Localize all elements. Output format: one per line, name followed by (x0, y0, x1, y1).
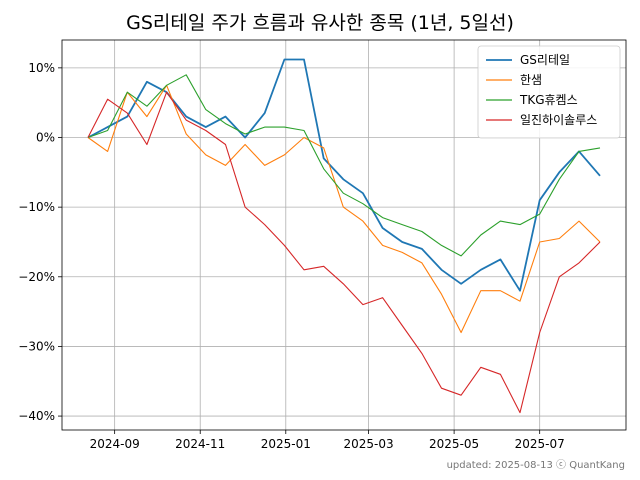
x-tick-label: 2025-01 (261, 437, 311, 451)
x-tick-label: 2025-07 (515, 437, 565, 451)
series-line-4 (87, 91, 601, 414)
y-tick-label: −10% (18, 200, 55, 214)
chart-title: GS리테일 주가 흐름과 유사한 종목 (1년, 5일선) (126, 12, 514, 34)
legend-label: TKG휴켐스 (519, 93, 578, 107)
y-tick-label: 10% (28, 61, 55, 75)
x-tick-label: 2024-09 (90, 437, 140, 451)
axes-layer: 10% 0% −10% −20% −30% −40% 2024-09 2024-11 2025-… (18, 39, 627, 451)
legend-box (477, 45, 621, 139)
x-tick-label: 2025-03 (343, 437, 393, 451)
series-layer (87, 58, 601, 414)
footer-note: updated: 2025-08-13 ⓒ QuantKang (446, 460, 625, 471)
legend-label: 일진하이솔루스 (520, 113, 597, 127)
x-tick-label: 2025-05 (429, 437, 479, 451)
legend-label: GS리테일 (520, 53, 570, 67)
y-tick-label: 0% (36, 131, 55, 145)
series-line-3 (87, 74, 601, 257)
y-tick-label: −20% (18, 270, 55, 284)
x-tick-label: 2024-11 (175, 437, 225, 451)
y-tick-label: −40% (18, 409, 55, 423)
plot-frame (61, 39, 627, 431)
legend-label: 한샘 (520, 73, 542, 87)
y-tick-label: −30% (18, 339, 55, 353)
